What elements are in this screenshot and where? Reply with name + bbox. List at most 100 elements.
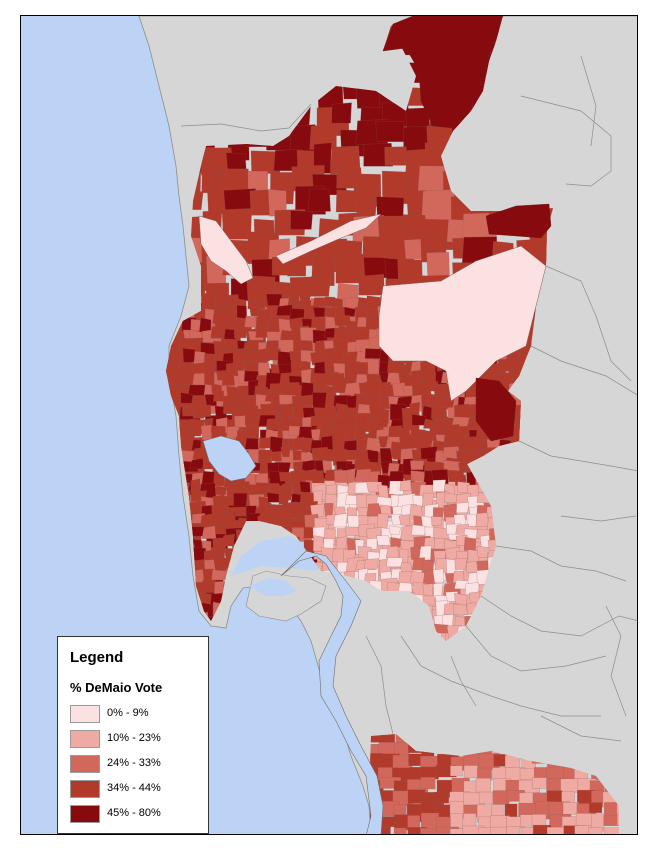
census-tract[interactable] <box>388 480 404 495</box>
census-tract[interactable] <box>436 826 459 835</box>
census-tract[interactable] <box>418 545 432 561</box>
census-tract[interactable] <box>310 470 325 484</box>
census-tract[interactable] <box>354 481 371 494</box>
census-tract[interactable] <box>267 492 281 503</box>
census-tract[interactable] <box>194 351 206 361</box>
census-tract[interactable] <box>310 503 325 517</box>
census-tract[interactable] <box>491 804 505 817</box>
census-tract[interactable] <box>201 292 216 307</box>
census-tract[interactable] <box>221 373 235 386</box>
census-tract[interactable] <box>375 120 406 142</box>
census-tract[interactable] <box>562 802 579 815</box>
census-tract[interactable] <box>344 382 362 394</box>
census-tract[interactable] <box>192 447 206 460</box>
mission-trails-area[interactable] <box>378 245 547 402</box>
census-tract[interactable] <box>336 484 350 496</box>
census-tract[interactable] <box>431 516 443 526</box>
census-tract[interactable] <box>312 297 328 307</box>
census-tract[interactable] <box>268 403 279 416</box>
census-tract[interactable] <box>450 813 463 829</box>
census-tract[interactable] <box>255 326 268 338</box>
census-tract[interactable] <box>423 418 436 429</box>
census-tract[interactable] <box>410 545 420 560</box>
census-tract[interactable] <box>616 813 631 826</box>
census-tract[interactable] <box>187 384 206 396</box>
census-tract[interactable] <box>379 448 393 464</box>
census-tract[interactable] <box>200 424 212 441</box>
census-tract[interactable] <box>432 479 446 492</box>
census-tract[interactable] <box>180 373 191 385</box>
census-tract[interactable] <box>456 502 469 513</box>
census-tract[interactable] <box>302 416 312 427</box>
census-tract[interactable] <box>368 393 381 407</box>
census-tract[interactable] <box>376 414 388 428</box>
census-tract[interactable] <box>222 533 236 547</box>
census-tract[interactable] <box>492 790 510 805</box>
census-tract[interactable] <box>182 348 196 363</box>
census-tract[interactable] <box>504 803 518 818</box>
census-tract[interactable] <box>386 557 403 567</box>
census-tract[interactable] <box>431 405 446 419</box>
census-tract[interactable] <box>367 358 380 374</box>
census-tract[interactable] <box>393 827 407 835</box>
census-tract[interactable] <box>356 196 377 218</box>
census-tract[interactable] <box>385 545 400 559</box>
census-tract[interactable] <box>422 492 435 507</box>
census-tract[interactable] <box>346 468 356 485</box>
census-tract[interactable] <box>420 777 436 790</box>
census-tract[interactable] <box>399 479 412 491</box>
census-tract[interactable] <box>256 347 270 362</box>
census-tract[interactable] <box>331 102 352 124</box>
census-tract[interactable] <box>453 604 468 615</box>
census-tract[interactable] <box>506 826 521 835</box>
census-tract[interactable] <box>477 827 494 835</box>
northern-tip[interactable] <box>382 16 504 129</box>
census-tract[interactable] <box>410 460 425 470</box>
census-tract[interactable] <box>189 426 203 437</box>
census-tract[interactable] <box>466 560 479 573</box>
census-tract[interactable] <box>402 415 415 428</box>
census-tract[interactable] <box>287 294 299 307</box>
census-tract[interactable] <box>376 535 391 546</box>
census-tract[interactable] <box>246 426 260 441</box>
census-tract[interactable] <box>309 276 331 297</box>
census-tract[interactable] <box>266 418 280 431</box>
census-tract[interactable] <box>399 525 414 541</box>
census-tract[interactable] <box>475 512 490 527</box>
census-tract[interactable] <box>244 415 256 426</box>
census-tract[interactable] <box>531 777 547 789</box>
census-tract[interactable] <box>450 765 463 777</box>
census-tract[interactable] <box>390 536 402 548</box>
census-tract[interactable] <box>392 382 406 397</box>
census-tract[interactable] <box>398 514 411 526</box>
census-tract[interactable] <box>221 306 236 318</box>
census-tract[interactable] <box>200 404 211 417</box>
census-tract[interactable] <box>332 512 348 528</box>
census-tract[interactable] <box>310 415 322 426</box>
census-tract[interactable] <box>280 446 291 458</box>
census-tract[interactable] <box>343 440 357 451</box>
census-tract[interactable] <box>420 828 440 835</box>
census-tract[interactable] <box>421 812 439 829</box>
census-tract[interactable] <box>288 382 301 397</box>
census-tract[interactable] <box>333 327 346 340</box>
census-tract[interactable] <box>278 462 291 473</box>
census-tract[interactable] <box>364 558 379 570</box>
census-tract[interactable] <box>269 436 283 453</box>
marine-base-area[interactable] <box>198 215 254 285</box>
census-tract[interactable] <box>399 427 410 440</box>
census-tract[interactable] <box>210 326 225 339</box>
census-tract[interactable] <box>271 451 282 462</box>
census-tract[interactable] <box>215 485 227 495</box>
census-tract[interactable] <box>355 468 372 482</box>
census-tract[interactable] <box>344 425 358 441</box>
census-tract[interactable] <box>191 407 205 419</box>
census-tract[interactable] <box>344 306 356 317</box>
census-tract[interactable] <box>497 358 515 372</box>
census-tract[interactable] <box>378 436 389 448</box>
census-tract[interactable] <box>244 437 259 450</box>
census-tract[interactable] <box>234 415 247 428</box>
census-tract[interactable] <box>364 348 383 359</box>
census-tract[interactable] <box>603 815 619 826</box>
census-tract[interactable] <box>290 357 301 374</box>
